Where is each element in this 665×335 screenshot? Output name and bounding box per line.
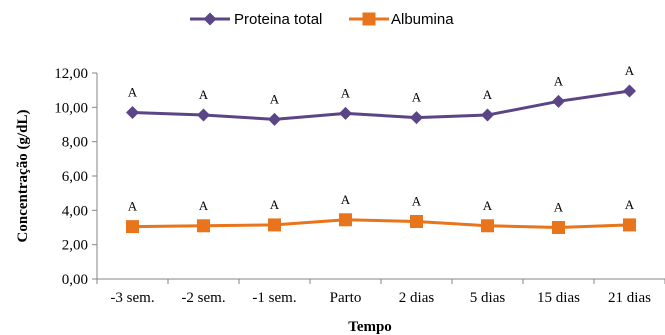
data-point bbox=[268, 218, 281, 232]
legend-item: Proteina total bbox=[190, 11, 322, 28]
data-point bbox=[197, 219, 210, 233]
data-label: A bbox=[554, 200, 564, 215]
y-axis-title: Concentração (g/dL) bbox=[15, 110, 31, 243]
data-point bbox=[126, 105, 139, 119]
x-tick-label: 15 dias bbox=[537, 290, 580, 306]
data-label: A bbox=[625, 63, 635, 78]
legend-label: Albumina bbox=[391, 11, 454, 28]
chart-legend: Proteina total Albumina bbox=[190, 11, 454, 28]
data-label: A bbox=[128, 84, 138, 99]
legend-label: Proteina total bbox=[234, 11, 322, 28]
data-label: A bbox=[270, 91, 280, 106]
data-label: A bbox=[270, 197, 280, 212]
x-axis-ticks: -3 sem. -2 sem. -1 sem. Parto 2 dias 5 dias 15… bbox=[96, 279, 665, 306]
x-tick-label: -2 sem. bbox=[181, 290, 225, 306]
y-tick-label: 6,00 bbox=[62, 169, 88, 185]
data-point bbox=[552, 221, 565, 234]
data-point bbox=[268, 112, 281, 126]
y-tick-label: 12,00 bbox=[54, 66, 88, 82]
data-label: A bbox=[412, 193, 422, 208]
data-point bbox=[339, 213, 352, 227]
data-label: A bbox=[483, 87, 493, 102]
data-label: A bbox=[199, 198, 209, 213]
x-tick-label: 5 dias bbox=[470, 290, 506, 306]
data-label: A bbox=[554, 73, 564, 88]
series-line bbox=[132, 89, 630, 121]
data-point bbox=[339, 106, 352, 120]
chart-axes bbox=[96, 73, 665, 280]
x-tick-label: -3 sem. bbox=[110, 290, 154, 306]
data-point bbox=[410, 111, 423, 125]
y-axis-ticks: 0,00 2,00 4,00 6,00 8,00 10,00 12,00 bbox=[54, 66, 97, 288]
data-label: A bbox=[341, 192, 351, 207]
data-point bbox=[552, 94, 565, 108]
data-point bbox=[623, 218, 636, 232]
x-tick-label: Parto bbox=[330, 290, 362, 306]
x-tick-label: 2 dias bbox=[399, 290, 435, 306]
legend-marker bbox=[362, 12, 376, 26]
data-point bbox=[126, 220, 139, 234]
data-point bbox=[197, 108, 210, 122]
y-tick-label: 2,00 bbox=[62, 238, 88, 254]
y-tick-label: 4,00 bbox=[62, 203, 88, 219]
x-tick-label: -1 sem. bbox=[252, 290, 296, 306]
data-label: A bbox=[412, 90, 422, 105]
data-point bbox=[410, 214, 423, 228]
y-tick-label: 8,00 bbox=[62, 135, 88, 151]
y-tick-label: 0,00 bbox=[62, 272, 88, 288]
legend-item: Albumina bbox=[349, 11, 454, 28]
data-label: A bbox=[483, 198, 493, 213]
data-point bbox=[481, 108, 494, 122]
data-label: A bbox=[128, 199, 138, 214]
legend-marker bbox=[203, 12, 217, 26]
data-point bbox=[623, 84, 636, 98]
data-label: A bbox=[199, 87, 209, 102]
y-tick-label: 10,00 bbox=[54, 100, 88, 116]
data-label: A bbox=[341, 85, 351, 100]
series-proteina-total: A A A A A A A A bbox=[126, 63, 636, 126]
x-axis-title: Tempo bbox=[348, 319, 392, 335]
chart-series: A A A A A A A A A A A A A A A A bbox=[126, 63, 636, 234]
series-line bbox=[132, 218, 630, 230]
x-tick-label: 21 dias bbox=[608, 290, 651, 306]
data-point bbox=[481, 219, 494, 233]
data-label: A bbox=[625, 197, 635, 212]
